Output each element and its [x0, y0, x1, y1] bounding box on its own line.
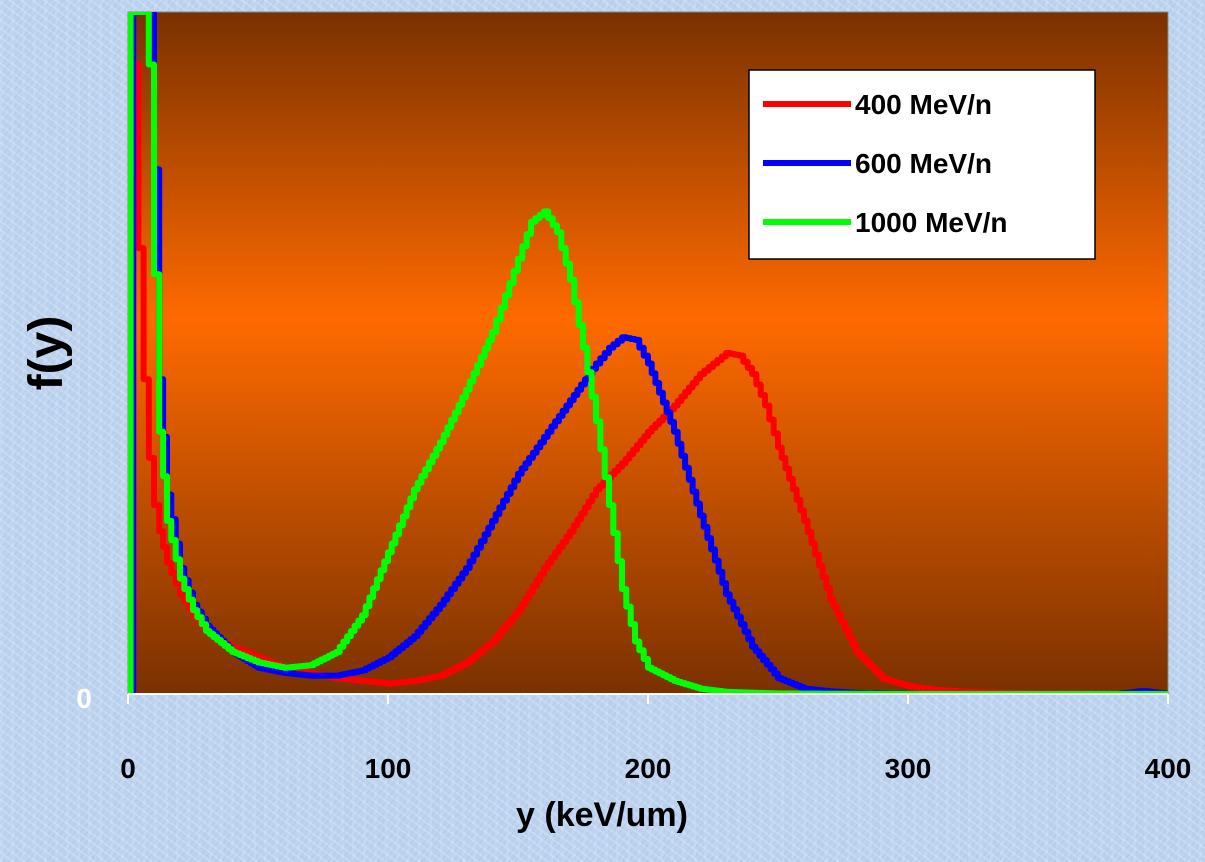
x-tick-layer: 0 100 200 300 400 [120, 694, 1191, 784]
x-tick-label-200: 200 [625, 753, 672, 784]
legend-label-2: 600 MeV/n [855, 148, 992, 179]
x-tick-label-0: 0 [120, 753, 136, 784]
y-tick-label-0: 0 [76, 683, 92, 714]
series-line-2 [128, 12, 1168, 694]
x-tick-label-300: 300 [885, 753, 932, 784]
legend-items: 400 MeV/n 600 MeV/n 1000 MeV/n [763, 89, 1008, 238]
x-axis-title: y (keV/um) [516, 796, 688, 834]
y-axis-title: f(y) [20, 316, 73, 391]
legend: 400 MeV/n 600 MeV/n 1000 MeV/n [748, 69, 1096, 260]
legend-label-3: 1000 MeV/n [855, 207, 1008, 238]
y-tick-layer: 0 [76, 683, 92, 714]
x-tick-label-100: 100 [365, 753, 412, 784]
legend-label-1: 400 MeV/n [855, 89, 992, 120]
x-tick-label-400: 400 [1145, 753, 1192, 784]
series-line-1 [128, 61, 1168, 694]
